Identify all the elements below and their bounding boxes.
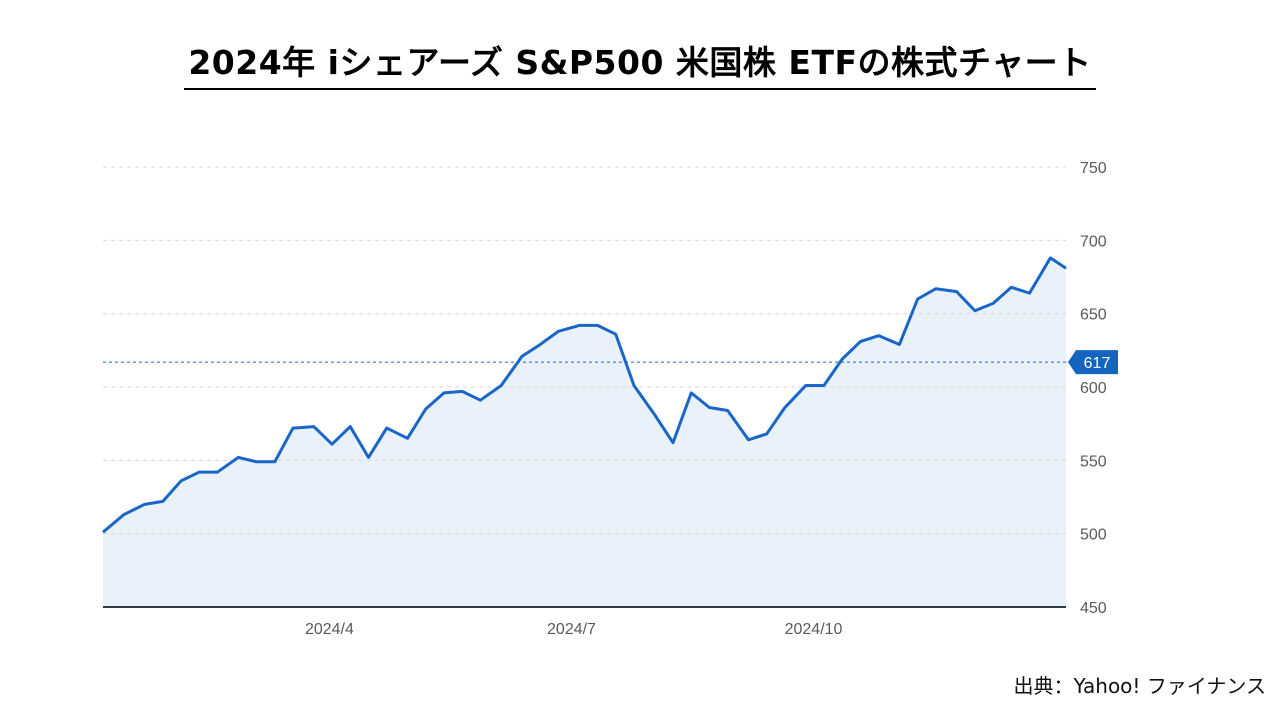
x-tick-label-2: 2024/10: [785, 621, 843, 638]
x-tick-label-0: 2024/4: [305, 621, 354, 638]
y-tick-label-750: 750: [1080, 160, 1107, 177]
y-tick-label-500: 500: [1080, 527, 1107, 544]
chart-title: 2024年 iシェアーズ S&P500 米国株 ETFの株式チャート: [184, 36, 1096, 90]
y-tick-label-450: 450: [1080, 600, 1107, 617]
x-tick-label-1: 2024/7: [547, 621, 596, 638]
y-tick-label-700: 700: [1080, 233, 1107, 250]
price-marker-tag: [1068, 350, 1118, 375]
y-tick-label-600: 600: [1080, 380, 1107, 397]
series-area-fill: [103, 257, 1066, 607]
y-tick-label-650: 650: [1080, 307, 1107, 324]
price-marker-label: 617: [1084, 355, 1111, 372]
y-tick-label-550: 550: [1080, 453, 1107, 470]
series-line: [102, 256, 1067, 534]
source-credit: 出典：Yahoo! ファイナンス: [1013, 674, 1266, 698]
chart-title-container: 2024年 iシェアーズ S&P500 米国株 ETFの株式チャート: [0, 36, 1280, 90]
